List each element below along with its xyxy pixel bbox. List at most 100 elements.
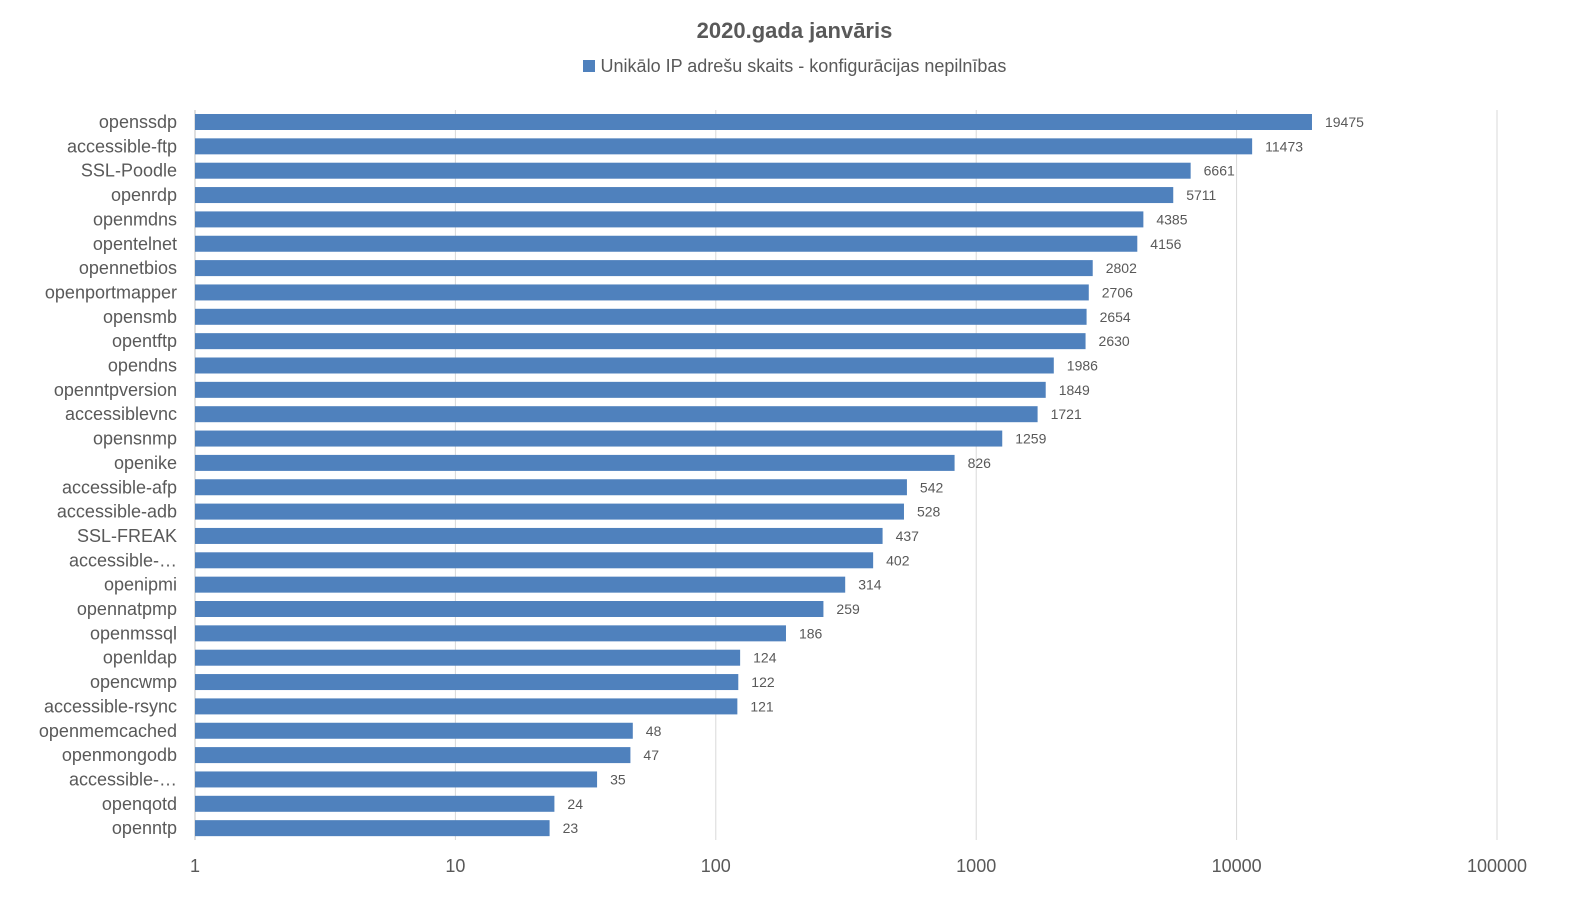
bar — [195, 552, 874, 569]
category-label: accessible-afp — [62, 477, 177, 497]
bar — [195, 211, 1144, 228]
category-label: opendns — [108, 356, 177, 376]
value-label: 2706 — [1102, 284, 1133, 300]
category-label: SSL-FREAK — [77, 526, 177, 546]
bar — [195, 357, 1054, 374]
x-tick-label: 1 — [190, 856, 200, 876]
bar — [195, 771, 598, 788]
x-tick-label: 1000 — [956, 856, 996, 876]
category-label: opennetbios — [79, 258, 177, 278]
value-label: 402 — [886, 552, 910, 568]
legend-swatch — [582, 60, 595, 72]
category-label: openrdp — [111, 185, 177, 205]
category-label: opensmb — [103, 307, 177, 327]
bar — [195, 722, 633, 739]
value-label: 124 — [753, 650, 777, 666]
x-tick-label: 100000 — [1467, 856, 1527, 876]
value-label: 1721 — [1051, 406, 1082, 422]
category-label: opensnmp — [93, 429, 177, 449]
category-label: openntpversion — [54, 380, 177, 400]
bar — [195, 747, 631, 764]
value-label: 1986 — [1067, 358, 1098, 374]
bar — [195, 381, 1046, 398]
value-label: 11473 — [1265, 138, 1303, 154]
x-tick-label: 10000 — [1212, 856, 1262, 876]
category-label: SSL-Poodle — [81, 161, 177, 181]
category-label: accessiblevnc — [65, 404, 177, 424]
bar — [195, 430, 1003, 447]
value-label: 24 — [567, 796, 583, 812]
bar — [195, 162, 1191, 179]
category-label: accessible-… — [69, 550, 177, 570]
value-label: 48 — [646, 723, 662, 739]
category-label: accessible-rsync — [44, 696, 177, 716]
value-label: 4385 — [1156, 211, 1187, 227]
category-label: openmssql — [90, 623, 177, 643]
category-label: opennatpmp — [77, 599, 177, 619]
bar — [195, 625, 786, 642]
bar — [195, 454, 955, 471]
value-label: 1259 — [1015, 431, 1046, 447]
category-label: openntp — [112, 818, 177, 838]
category-label: accessible-adb — [57, 502, 177, 522]
category-label: openportmapper — [45, 282, 177, 302]
value-label: 437 — [896, 528, 920, 544]
bar — [195, 527, 883, 544]
bar — [195, 601, 824, 617]
category-label: opentelnet — [93, 234, 177, 254]
bar — [195, 406, 1038, 423]
category-label: openmdns — [93, 209, 177, 229]
value-label: 2802 — [1106, 260, 1137, 276]
bar — [195, 649, 741, 666]
bar — [195, 795, 555, 812]
value-label: 35 — [610, 771, 626, 787]
bar — [195, 308, 1087, 325]
value-label: 826 — [968, 455, 992, 471]
value-label: 122 — [751, 674, 775, 690]
chart-title: 2020.gada janvāris — [696, 18, 893, 43]
value-label: 528 — [917, 504, 941, 520]
bar — [195, 503, 904, 520]
category-label: accessible-ftp — [67, 136, 177, 156]
category-label: openmongodb — [62, 745, 177, 765]
bar — [195, 138, 1253, 155]
bar — [195, 820, 550, 837]
bar — [195, 576, 846, 593]
value-label: 314 — [858, 577, 882, 593]
bar — [195, 235, 1138, 252]
value-label: 23 — [563, 820, 579, 836]
value-label: 259 — [836, 601, 860, 617]
legend-label: Unikālo IP adrešu skaits - konfigurācija… — [600, 56, 1007, 76]
bar — [195, 260, 1093, 277]
category-label: opencwmp — [90, 672, 177, 692]
category-label: opentftp — [112, 331, 177, 351]
value-label: 5711 — [1186, 187, 1216, 203]
x-tick-label: 100 — [701, 856, 731, 876]
category-label: openssdp — [99, 112, 177, 132]
value-label: 186 — [799, 625, 823, 641]
value-label: 542 — [920, 479, 944, 495]
value-label: 47 — [643, 747, 659, 763]
category-label: openqotd — [102, 794, 177, 814]
value-label: 121 — [750, 698, 774, 714]
bar — [195, 187, 1174, 204]
bar — [195, 333, 1086, 350]
value-label: 4156 — [1150, 236, 1181, 252]
category-label: openldap — [103, 648, 177, 668]
value-label: 6661 — [1204, 163, 1235, 179]
bar — [195, 114, 1312, 130]
category-label: openipmi — [104, 575, 177, 595]
bar — [195, 284, 1089, 301]
x-tick-label: 10 — [445, 856, 465, 876]
legend: Unikālo IP adrešu skaits - konfigurācija… — [0, 56, 1589, 77]
value-label: 19475 — [1325, 114, 1364, 130]
value-label: 1849 — [1059, 382, 1090, 398]
category-label: accessible-… — [69, 769, 177, 789]
value-label: 2654 — [1100, 309, 1131, 325]
category-label: openike — [114, 453, 177, 473]
bar — [195, 698, 738, 715]
bar — [195, 479, 907, 496]
category-label: openmemcached — [39, 721, 177, 741]
